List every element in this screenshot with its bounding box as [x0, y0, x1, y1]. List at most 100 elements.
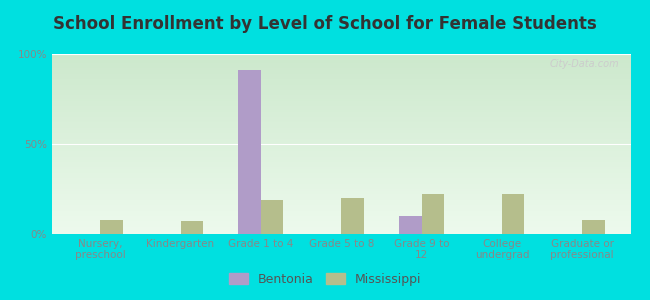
Bar [52, 178, 630, 180]
Bar [52, 58, 630, 59]
Bar [52, 97, 630, 99]
Bar [52, 63, 630, 65]
Bar [52, 121, 630, 122]
Bar [52, 220, 630, 221]
Bar [239, 70, 261, 234]
Bar [52, 232, 630, 234]
Bar [52, 230, 630, 232]
Bar [52, 216, 630, 218]
Bar [52, 148, 630, 149]
Bar [52, 225, 630, 227]
Bar [52, 77, 630, 79]
Bar [52, 227, 630, 229]
Bar [52, 176, 630, 178]
Bar [52, 135, 630, 137]
Bar [52, 200, 630, 202]
Bar [52, 153, 630, 155]
Bar [52, 130, 630, 131]
Bar [52, 108, 630, 110]
Bar [52, 162, 630, 164]
Bar [52, 185, 630, 187]
Bar [52, 214, 630, 216]
Bar [52, 191, 630, 193]
Bar [52, 74, 630, 76]
Bar [52, 101, 630, 103]
Bar [52, 83, 630, 85]
Bar [52, 144, 630, 146]
Bar [261, 200, 283, 234]
Bar [52, 95, 630, 97]
Bar [52, 193, 630, 194]
Bar [52, 72, 630, 74]
Bar [52, 205, 630, 207]
Bar [52, 218, 630, 220]
Bar [52, 207, 630, 209]
Bar [52, 155, 630, 157]
Bar [52, 164, 630, 166]
Bar [52, 131, 630, 133]
Bar [52, 194, 630, 196]
Bar [52, 68, 630, 70]
Bar [52, 113, 630, 115]
Bar [52, 166, 630, 167]
Text: School Enrollment by Level of School for Female Students: School Enrollment by Level of School for… [53, 15, 597, 33]
Bar [52, 106, 630, 108]
Bar [52, 88, 630, 90]
Bar [52, 112, 630, 113]
Bar [52, 104, 630, 106]
Bar [52, 79, 630, 81]
Bar [52, 151, 630, 153]
Text: City-Data.com: City-Data.com [549, 59, 619, 69]
Bar [52, 59, 630, 61]
Bar [52, 160, 630, 162]
Bar [422, 194, 444, 234]
Bar [52, 65, 630, 67]
Bar [52, 167, 630, 169]
Bar [52, 86, 630, 88]
Bar [52, 56, 630, 58]
Bar [52, 175, 630, 176]
Bar [52, 81, 630, 83]
Bar [52, 211, 630, 212]
Bar [582, 220, 604, 234]
Bar [52, 137, 630, 139]
Bar [52, 187, 630, 189]
Bar [52, 171, 630, 173]
Legend: Bentonia, Mississippi: Bentonia, Mississippi [224, 268, 426, 291]
Bar [52, 221, 630, 223]
Bar [52, 133, 630, 135]
Bar [52, 70, 630, 72]
Bar [52, 149, 630, 151]
Bar [52, 126, 630, 128]
Bar [52, 67, 630, 68]
Bar [52, 85, 630, 86]
Bar [52, 103, 630, 104]
Bar [52, 92, 630, 94]
Bar [52, 61, 630, 63]
Bar [52, 223, 630, 225]
Bar [52, 196, 630, 198]
Bar [52, 140, 630, 142]
Bar [52, 212, 630, 214]
Bar [52, 124, 630, 126]
Bar [52, 202, 630, 203]
Bar [52, 90, 630, 92]
Bar [100, 220, 123, 234]
Bar [52, 189, 630, 191]
Bar [52, 146, 630, 148]
Bar [52, 142, 630, 144]
Bar [52, 158, 630, 160]
Bar [52, 184, 630, 185]
Bar [52, 117, 630, 119]
Bar [52, 110, 630, 112]
Bar [52, 54, 630, 56]
Bar [52, 180, 630, 182]
Bar [52, 209, 630, 211]
Bar [52, 115, 630, 117]
Bar [52, 94, 630, 95]
Bar [52, 229, 630, 230]
Bar [52, 76, 630, 77]
Bar [52, 139, 630, 140]
Bar [52, 182, 630, 184]
Bar [399, 216, 422, 234]
